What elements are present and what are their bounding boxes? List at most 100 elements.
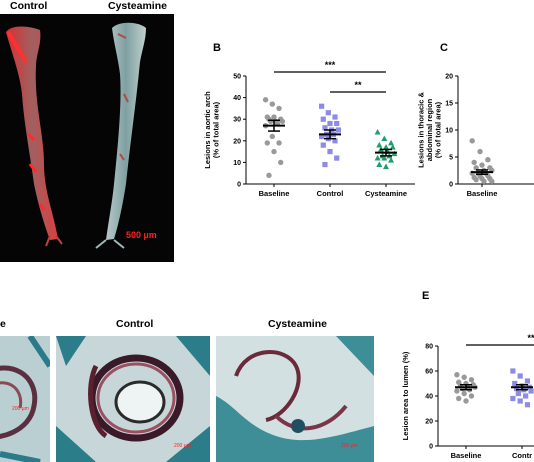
data-point bbox=[276, 105, 282, 112]
histology-cysteamine-scale: 200 µm bbox=[341, 443, 358, 449]
y-tick-label: 0 bbox=[237, 182, 241, 189]
data-point bbox=[335, 127, 341, 133]
y-axis-label: abdominal region bbox=[425, 98, 434, 161]
data-point bbox=[271, 148, 277, 155]
data-point bbox=[327, 120, 333, 127]
data-point bbox=[489, 178, 495, 184]
x-tick-label: Control bbox=[317, 189, 344, 198]
histology-baseline-scale: 200 µm bbox=[12, 406, 29, 412]
data-point bbox=[381, 154, 388, 161]
panel-b-chart: 0 10 20 30 40 50 Lesions in aortic arch (% of t… bbox=[203, 60, 415, 198]
data-point bbox=[524, 378, 531, 384]
data-point bbox=[276, 140, 282, 146]
y-tick-label: 15 bbox=[445, 101, 453, 108]
histology-cysteamine: 200 µm bbox=[216, 336, 374, 462]
panel-e-letter: E bbox=[422, 290, 430, 302]
y-tick-label: 40 bbox=[233, 95, 241, 102]
data-point bbox=[513, 385, 520, 392]
data-point bbox=[454, 372, 460, 378]
control-lesion bbox=[6, 30, 28, 64]
data-point bbox=[320, 116, 326, 122]
data-point bbox=[322, 125, 328, 131]
data-point bbox=[327, 149, 333, 155]
y-tick-label: 50 bbox=[233, 74, 241, 81]
histology-control-scale: 200 µm bbox=[174, 443, 191, 449]
data-point bbox=[383, 144, 389, 150]
panel-a: Control Cysteamine bbox=[0, 0, 174, 262]
data-point bbox=[322, 161, 328, 168]
data-point bbox=[389, 144, 396, 150]
y-tick-label: 0 bbox=[449, 182, 453, 189]
data-point bbox=[388, 139, 395, 146]
data-point bbox=[515, 390, 521, 397]
data-point bbox=[473, 165, 479, 171]
data-point bbox=[269, 133, 276, 140]
histology-baseline-art bbox=[0, 336, 50, 462]
data-point bbox=[264, 140, 270, 146]
data-point bbox=[473, 176, 479, 183]
data-point bbox=[468, 377, 475, 383]
y-tick-label: 30 bbox=[233, 117, 241, 124]
y-tick-label: 20 bbox=[425, 419, 433, 426]
y-tick-label: 40 bbox=[425, 394, 433, 401]
cysteamine-branch bbox=[95, 239, 125, 249]
y-tick-label: 20 bbox=[445, 74, 453, 81]
cysteamine-lesion-spots bbox=[117, 33, 129, 161]
data-point bbox=[510, 368, 516, 374]
data-point bbox=[524, 402, 531, 408]
panel-b-letter: B bbox=[213, 42, 221, 54]
histology-cysteamine-art bbox=[216, 336, 374, 462]
y-tick-label: 0 bbox=[429, 444, 433, 451]
data-point bbox=[471, 159, 477, 166]
x-tick-label: Baseline bbox=[451, 451, 482, 460]
histology-baseline: 200 µm bbox=[0, 336, 50, 462]
data-point bbox=[510, 395, 516, 402]
panel-d-title-cysteamine: Cysteamine bbox=[268, 318, 327, 330]
data-point bbox=[479, 162, 485, 168]
data-point bbox=[517, 398, 523, 404]
aorta-image: 500 µm bbox=[0, 14, 174, 262]
histology-control: 200 µm bbox=[56, 336, 210, 462]
data-point bbox=[271, 114, 277, 120]
data-point bbox=[262, 97, 269, 103]
data-point bbox=[334, 120, 340, 127]
data-point bbox=[319, 103, 325, 109]
data-point bbox=[374, 154, 381, 161]
data-point bbox=[481, 178, 487, 184]
data-point bbox=[477, 148, 483, 155]
significance-label: ** bbox=[354, 80, 362, 90]
data-point bbox=[267, 118, 274, 125]
y-tick-label: 10 bbox=[233, 160, 241, 167]
significance-label: ** bbox=[527, 334, 534, 343]
data-point bbox=[469, 138, 475, 144]
data-point bbox=[381, 135, 388, 142]
data-point bbox=[320, 142, 326, 148]
data-point bbox=[269, 101, 276, 107]
data-point bbox=[461, 390, 467, 397]
data-point bbox=[376, 161, 383, 167]
data-point bbox=[332, 138, 338, 144]
aorta-illustration bbox=[6, 22, 146, 249]
data-point bbox=[334, 155, 340, 161]
data-point bbox=[332, 114, 338, 120]
y-tick-label: 5 bbox=[449, 155, 453, 162]
data-point bbox=[388, 157, 395, 163]
panel-c-chart: 0 5 10 15 20 Lesions in thoracic &abdominal r… bbox=[418, 74, 534, 198]
data-point bbox=[468, 393, 475, 399]
panel-d-title-control: Control bbox=[116, 318, 154, 330]
data-point bbox=[454, 388, 460, 394]
control-branch bbox=[45, 235, 63, 247]
y-tick-label: 80 bbox=[425, 344, 433, 351]
data-point bbox=[319, 133, 325, 140]
control-lesion-spots bbox=[26, 132, 46, 211]
y-axis-label: Lesions in aortic arch bbox=[203, 91, 212, 169]
y-axis-label: Lesions in thoracic & bbox=[418, 91, 426, 167]
cysteamine-aorta-shape bbox=[106, 22, 146, 240]
panel-d-title-baseline: e bbox=[0, 318, 6, 330]
y-tick-label: 10 bbox=[445, 128, 453, 135]
data-point bbox=[512, 380, 518, 387]
data-point bbox=[278, 159, 284, 166]
data-point bbox=[279, 118, 286, 125]
data-point bbox=[456, 395, 462, 402]
y-axis-label: Lesion area to lumen (%) bbox=[401, 351, 410, 440]
